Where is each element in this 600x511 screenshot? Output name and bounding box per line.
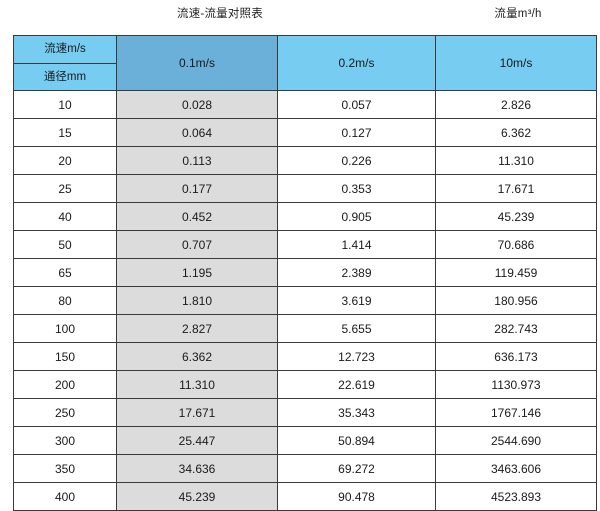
page-title: 流速-流量对照表 — [177, 8, 263, 20]
cell-flow-10ms: 45.239 — [435, 202, 597, 231]
table-row: 100 2.827 5.655 282.743 — [13, 314, 597, 343]
cell-flow-0-1ms: 1.195 — [116, 258, 278, 287]
cell-flow-0-1ms: 0.028 — [116, 90, 278, 119]
cell-flow-10ms: 119.459 — [435, 258, 597, 287]
cell-diameter: 65 — [13, 258, 117, 287]
cell-flow-0-1ms: 25.447 — [116, 426, 278, 455]
cell-flow-10ms: 636.173 — [435, 342, 597, 371]
table-row: 350 34.636 69.272 3463.606 — [13, 454, 597, 483]
cell-flow-10ms: 282.743 — [435, 314, 597, 343]
cell-diameter: 25 — [13, 174, 117, 203]
cell-flow-10ms: 4523.893 — [435, 482, 597, 511]
cell-flow-0-2ms: 35.343 — [277, 398, 436, 427]
cell-flow-10ms: 2544.690 — [435, 426, 597, 455]
cell-diameter: 200 — [13, 370, 117, 399]
captions-row: 流速-流量对照表 流量m³/h — [0, 0, 600, 34]
cell-flow-0-2ms: 0.226 — [277, 146, 436, 175]
cell-diameter: 20 — [13, 146, 117, 175]
cell-flow-0-1ms: 17.671 — [116, 398, 278, 427]
cell-flow-0-2ms: 0.127 — [277, 118, 436, 147]
cell-diameter: 400 — [13, 482, 117, 511]
table-row: 80 1.810 3.619 180.956 — [13, 286, 597, 315]
table-row: 20 0.113 0.226 11.310 — [13, 146, 597, 175]
cell-flow-0-1ms: 0.177 — [116, 174, 278, 203]
table-row: 40 0.452 0.905 45.239 — [13, 202, 597, 231]
cell-flow-0-1ms: 1.810 — [116, 286, 278, 315]
cell-flow-10ms: 70.686 — [435, 230, 597, 259]
table-row: 200 11.310 22.619 1130.973 — [13, 370, 597, 399]
cell-flow-0-1ms: 11.310 — [116, 370, 278, 399]
cell-flow-0-1ms: 0.707 — [116, 230, 278, 259]
cell-flow-10ms: 1767.146 — [435, 398, 597, 427]
cell-diameter: 10 — [13, 90, 117, 119]
cell-flow-0-1ms: 0.113 — [116, 146, 278, 175]
cell-flow-10ms: 17.671 — [435, 174, 597, 203]
table-row: 150 6.362 12.723 636.173 — [13, 342, 597, 371]
cell-flow-0-1ms: 6.362 — [116, 342, 278, 371]
table-row: 400 45.239 90.478 4523.893 — [13, 482, 597, 511]
table-container: 流速m/s 通径mm 0.1m/s 0.2m/s 10m/s 10 0.028 0.… — [13, 35, 597, 511]
table-body: 10 0.028 0.057 2.826 15 0.064 0.127 6.362 20 0.11… — [13, 90, 597, 511]
cell-diameter: 150 — [13, 342, 117, 371]
cell-flow-10ms: 2.826 — [435, 90, 597, 119]
cell-flow-0-2ms: 0.353 — [277, 174, 436, 203]
cell-flow-10ms: 6.362 — [435, 118, 597, 147]
cell-flow-0-1ms: 45.239 — [116, 482, 278, 511]
table-header-row: 流速m/s 通径mm 0.1m/s 0.2m/s 10m/s — [13, 35, 597, 91]
header-velocity-label: 流速m/s — [14, 36, 116, 64]
unit-title: 流量m³/h — [494, 8, 542, 20]
cell-flow-0-2ms: 5.655 — [277, 314, 436, 343]
cell-flow-10ms: 1130.973 — [435, 370, 597, 399]
cell-diameter: 350 — [13, 454, 117, 483]
cell-diameter: 40 — [13, 202, 117, 231]
cell-diameter: 80 — [13, 286, 117, 315]
table-row: 300 25.447 50.894 2544.690 — [13, 426, 597, 455]
cell-flow-0-2ms: 22.619 — [277, 370, 436, 399]
table-row: 50 0.707 1.414 70.686 — [13, 230, 597, 259]
cell-diameter: 300 — [13, 426, 117, 455]
table-row: 10 0.028 0.057 2.826 — [13, 90, 597, 119]
cell-flow-0-2ms: 50.894 — [277, 426, 436, 455]
table-row: 25 0.177 0.353 17.671 — [13, 174, 597, 203]
header-col-0-1ms: 0.1m/s — [116, 35, 278, 91]
cell-flow-0-2ms: 2.389 — [277, 258, 436, 287]
cell-diameter: 15 — [13, 118, 117, 147]
cell-diameter: 250 — [13, 398, 117, 427]
cell-diameter: 100 — [13, 314, 117, 343]
table-row: 65 1.195 2.389 119.459 — [13, 258, 597, 287]
cell-flow-0-1ms: 0.452 — [116, 202, 278, 231]
cell-flow-0-2ms: 12.723 — [277, 342, 436, 371]
cell-flow-0-2ms: 1.414 — [277, 230, 436, 259]
header-diameter-label: 通径mm — [14, 63, 116, 90]
cell-flow-0-2ms: 0.905 — [277, 202, 436, 231]
cell-flow-0-2ms: 3.619 — [277, 286, 436, 315]
cell-flow-0-1ms: 0.064 — [116, 118, 278, 147]
cell-flow-0-1ms: 34.636 — [116, 454, 278, 483]
cell-flow-10ms: 3463.606 — [435, 454, 597, 483]
cell-flow-0-2ms: 0.057 — [277, 90, 436, 119]
header-corner-cell: 流速m/s 通径mm — [13, 35, 117, 91]
cell-flow-10ms: 180.956 — [435, 286, 597, 315]
cell-diameter: 50 — [13, 230, 117, 259]
table-header: 流速m/s 通径mm 0.1m/s 0.2m/s 10m/s — [13, 35, 597, 91]
cell-flow-0-2ms: 90.478 — [277, 482, 436, 511]
cell-flow-10ms: 11.310 — [435, 146, 597, 175]
table-row: 250 17.671 35.343 1767.146 — [13, 398, 597, 427]
cell-flow-0-1ms: 2.827 — [116, 314, 278, 343]
cell-flow-0-2ms: 69.272 — [277, 454, 436, 483]
header-col-0-2ms: 0.2m/s — [277, 35, 436, 91]
flow-rate-table: 流速m/s 通径mm 0.1m/s 0.2m/s 10m/s 10 0.028 0.… — [13, 35, 597, 511]
table-row: 15 0.064 0.127 6.362 — [13, 118, 597, 147]
header-col-10ms: 10m/s — [435, 35, 597, 91]
